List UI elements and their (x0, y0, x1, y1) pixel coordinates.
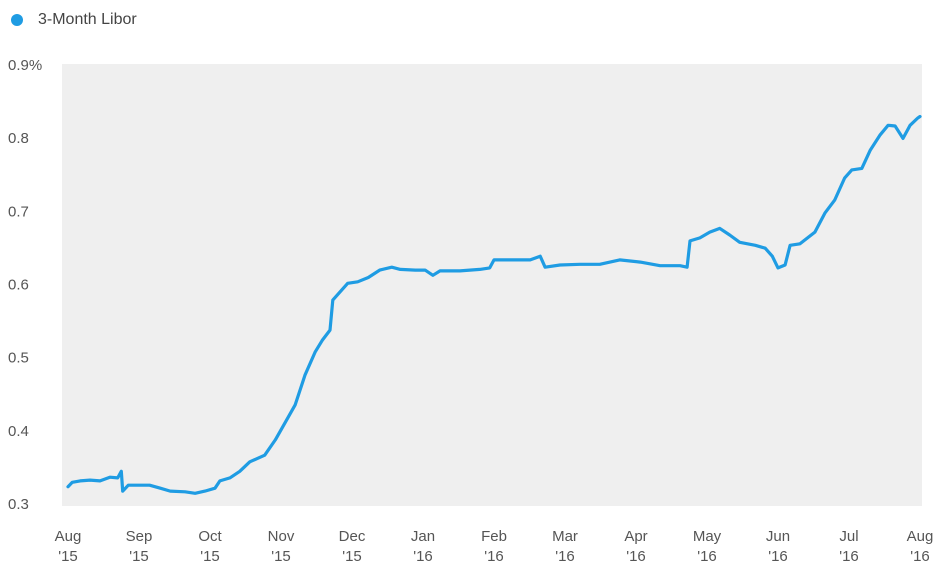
x-tick-year: '15 (271, 548, 291, 565)
y-tick-label: 0.5 (8, 350, 29, 367)
x-tick-label: Dec (339, 528, 366, 545)
x-tick-year: '16 (697, 548, 717, 565)
x-tick-label: Jan (411, 528, 435, 545)
x-tick-label: Sep (126, 528, 153, 545)
x-tick-year: '15 (200, 548, 220, 565)
y-tick-label: 0.3 (8, 496, 29, 513)
x-tick-label: Oct (198, 528, 222, 545)
y-tick-label: 0.7 (8, 203, 29, 220)
x-tick-year: '16 (910, 548, 930, 565)
x-tick-label: Jun (766, 528, 790, 545)
x-tick-label: Apr (624, 528, 647, 545)
legend-label: 3-Month Libor (38, 11, 137, 28)
x-tick-year: '16 (484, 548, 504, 565)
y-tick-label: 0.4 (8, 423, 29, 440)
x-tick-year: '15 (58, 548, 78, 565)
x-tick-year: '15 (342, 548, 362, 565)
y-tick-label: 0.9% (8, 57, 42, 74)
x-tick-label: Aug (55, 528, 82, 545)
x-tick-year: '16 (839, 548, 859, 565)
x-tick-year: '15 (129, 548, 149, 565)
x-tick-label: Jul (839, 528, 858, 545)
x-tick-label: Feb (481, 528, 507, 545)
y-tick-label: 0.8 (8, 130, 29, 147)
plot-area (62, 64, 922, 506)
x-tick-year: '16 (626, 548, 646, 565)
x-tick-year: '16 (413, 548, 433, 565)
legend-marker (11, 14, 23, 26)
x-tick-label: Mar (552, 528, 578, 545)
x-tick-label: May (693, 528, 722, 545)
x-tick-label: Nov (268, 528, 295, 545)
x-tick-year: '16 (768, 548, 788, 565)
line (66, 114, 922, 495)
y-tick-label: 0.6 (8, 276, 29, 293)
x-tick-year: '16 (555, 548, 575, 565)
x-tick-label: Aug (907, 528, 934, 545)
